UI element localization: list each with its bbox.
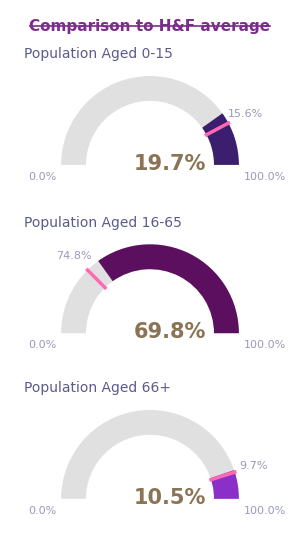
Text: 10.5%: 10.5% — [134, 488, 206, 508]
Wedge shape — [202, 113, 239, 165]
Text: Population Aged 0-15: Population Aged 0-15 — [24, 47, 173, 61]
Text: 74.8%: 74.8% — [56, 251, 92, 261]
Text: Comparison to H&F average: Comparison to H&F average — [29, 19, 271, 34]
Wedge shape — [211, 470, 239, 499]
Text: 19.7%: 19.7% — [134, 154, 206, 174]
Wedge shape — [61, 410, 239, 499]
Text: 0.0%: 0.0% — [28, 506, 57, 516]
Text: 100.0%: 100.0% — [243, 506, 286, 516]
Text: Population Aged 16-65: Population Aged 16-65 — [24, 216, 182, 230]
Wedge shape — [98, 244, 239, 333]
Text: 0.0%: 0.0% — [28, 340, 57, 350]
Text: 69.8%: 69.8% — [134, 322, 206, 342]
Wedge shape — [61, 244, 239, 333]
Wedge shape — [61, 76, 239, 165]
Text: 9.7%: 9.7% — [239, 462, 268, 471]
Text: 100.0%: 100.0% — [243, 340, 286, 350]
Text: Population Aged 66+: Population Aged 66+ — [24, 381, 171, 395]
Text: 15.6%: 15.6% — [228, 109, 263, 119]
Text: 100.0%: 100.0% — [243, 172, 286, 182]
Text: 0.0%: 0.0% — [28, 172, 57, 182]
